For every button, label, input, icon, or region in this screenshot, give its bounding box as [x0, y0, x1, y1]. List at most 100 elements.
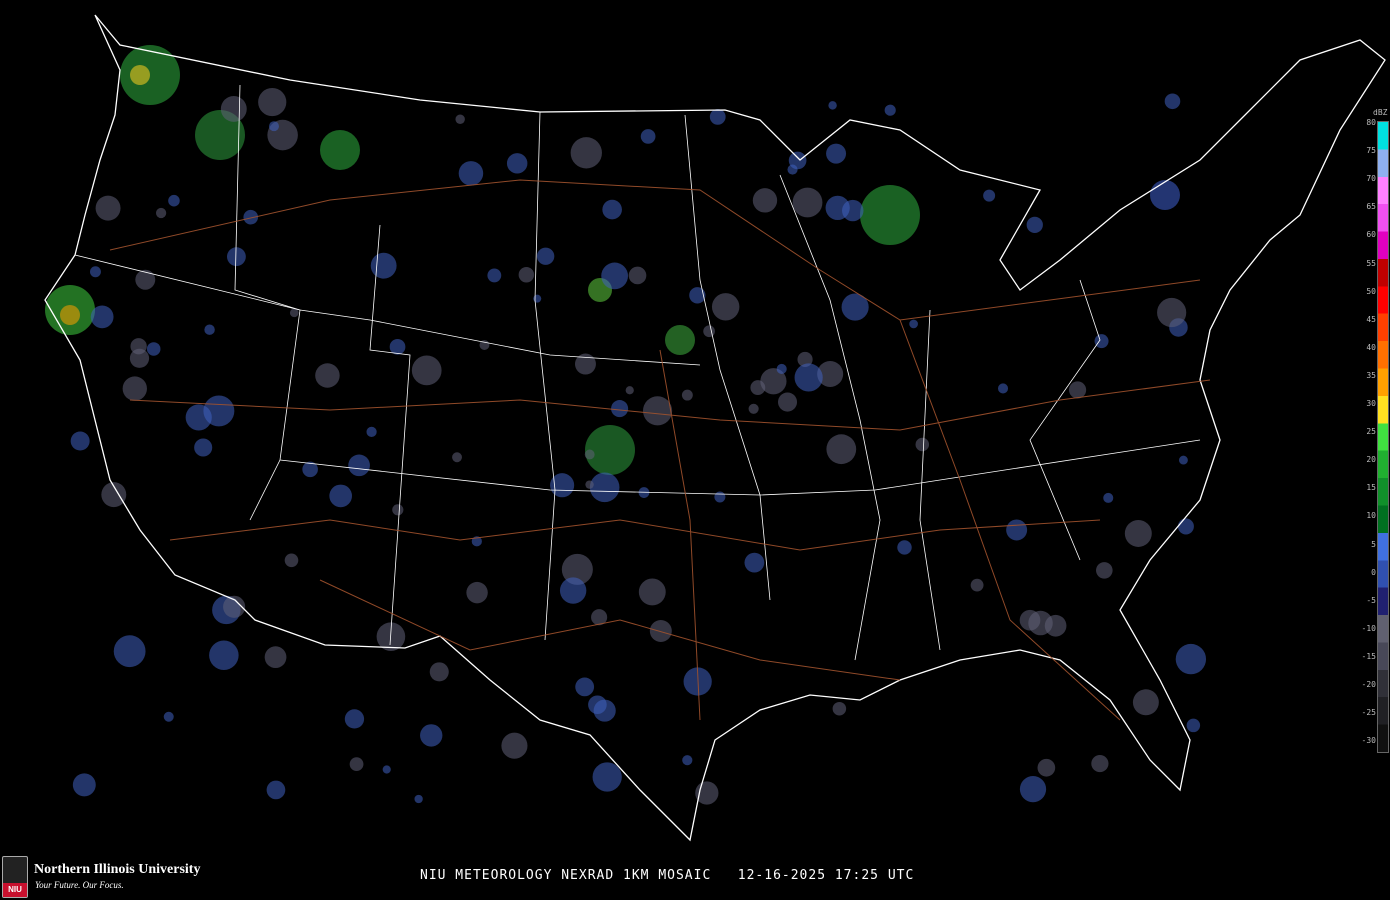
- radar-echo: [194, 438, 213, 457]
- radar-echo: [135, 269, 156, 290]
- radar-echo: [588, 695, 607, 715]
- radar-echo: [60, 305, 80, 325]
- radar-echo: [983, 189, 996, 202]
- logo-name: Northern Illinois University: [34, 862, 201, 877]
- radar-echo: [1006, 519, 1028, 541]
- radar-echo: [628, 266, 647, 285]
- radar-echo: [130, 338, 147, 355]
- radar-echo: [130, 65, 150, 85]
- radar-echo: [518, 267, 535, 283]
- radar-echo: [536, 247, 555, 265]
- legend-label: 50: [1366, 286, 1376, 296]
- radar-echo: [592, 762, 622, 792]
- legend-label: 30: [1366, 399, 1376, 408]
- radar-echo: [665, 325, 695, 355]
- legend-label: 25: [1366, 427, 1376, 437]
- radar-echo: [1094, 334, 1109, 349]
- radar-echo: [382, 765, 391, 774]
- radar-echo: [915, 437, 930, 452]
- radar-echo: [1091, 754, 1109, 773]
- radar-echo: [209, 640, 239, 671]
- radar-echo: [574, 353, 596, 375]
- radar-echo: [414, 794, 423, 804]
- radar-echo: [348, 454, 370, 477]
- radar-echo: [584, 449, 595, 460]
- radar-echo: [223, 595, 246, 618]
- legend-label: -10: [1361, 623, 1376, 633]
- radar-echo: [452, 452, 462, 463]
- legend-label: 80: [1366, 118, 1376, 127]
- radar-echo: [611, 400, 629, 418]
- radar-echo: [168, 194, 180, 207]
- radar-echo: [429, 662, 449, 682]
- radar-echo: [1175, 643, 1207, 675]
- radar-echo: [1186, 718, 1201, 733]
- radar-echo: [841, 293, 869, 321]
- radar-echo: [695, 781, 719, 805]
- radar-echo: [455, 114, 465, 124]
- radar-echo: [561, 553, 593, 585]
- legend-label: 75: [1366, 146, 1376, 156]
- radar-echo: [420, 724, 443, 747]
- legend-unit: dBZ: [1373, 108, 1388, 117]
- radar-echo: [89, 266, 101, 278]
- legend-label: 0: [1371, 567, 1376, 577]
- radar-echo: [689, 287, 706, 304]
- radar-echo: [466, 581, 488, 604]
- radar-echo: [146, 342, 161, 356]
- legend-label: 20: [1366, 455, 1376, 465]
- radar-echo: [284, 553, 299, 568]
- radar-echo: [787, 164, 798, 175]
- radar-echo: [1037, 758, 1056, 777]
- radar-echo: [797, 351, 813, 368]
- radar-echo: [703, 325, 715, 338]
- radar-echo: [487, 268, 502, 283]
- radar-echo: [601, 262, 629, 290]
- radar-echo: [204, 324, 215, 335]
- radar-echo: [625, 386, 634, 395]
- legend-label: 15: [1366, 483, 1376, 493]
- radar-echo: [72, 773, 96, 797]
- legend-label: 40: [1366, 342, 1376, 352]
- radar-echo: [828, 101, 837, 110]
- radar-echo: [585, 480, 594, 489]
- radar-echo: [997, 383, 1009, 394]
- radar-echo: [329, 484, 353, 508]
- radar-echo: [129, 348, 150, 368]
- radar-echo: [1019, 776, 1047, 803]
- radar-echo: [1177, 518, 1194, 535]
- legend-label: 45: [1366, 314, 1376, 324]
- radar-echo: [589, 472, 620, 503]
- radar-echo: [709, 108, 726, 125]
- radar-echo: [1124, 519, 1152, 547]
- radar-echo: [220, 95, 247, 122]
- radar-echo: [744, 552, 765, 573]
- radar-echo: [320, 130, 360, 170]
- radar-echo: [860, 185, 920, 245]
- radar-echo: [794, 363, 823, 392]
- radar-echo: [909, 319, 918, 329]
- radar-echo: [642, 396, 673, 426]
- legend-label: 70: [1366, 174, 1376, 184]
- radar-echo: [122, 376, 147, 401]
- radar-echo: [559, 577, 587, 604]
- radar-echo: [777, 392, 798, 412]
- radar-echo: [817, 360, 844, 387]
- us-outline: [44, 14, 1386, 842]
- radar-echo: [825, 195, 850, 221]
- radar-echo: [714, 491, 726, 503]
- radar-echo: [1150, 180, 1180, 210]
- radar-echo: [302, 461, 318, 478]
- highways: [109, 179, 1211, 721]
- radar-echo: [711, 293, 740, 321]
- radar-echo: [315, 363, 340, 388]
- radar-echo: [185, 404, 212, 431]
- radar-echo: [1179, 455, 1188, 465]
- radar-echo: [344, 709, 365, 729]
- radar-echo: [681, 389, 693, 401]
- radar-echo: [227, 247, 246, 267]
- radar-echo: [90, 305, 114, 329]
- niu-shield-icon: NIU: [2, 856, 28, 898]
- radar-echo: [591, 609, 608, 626]
